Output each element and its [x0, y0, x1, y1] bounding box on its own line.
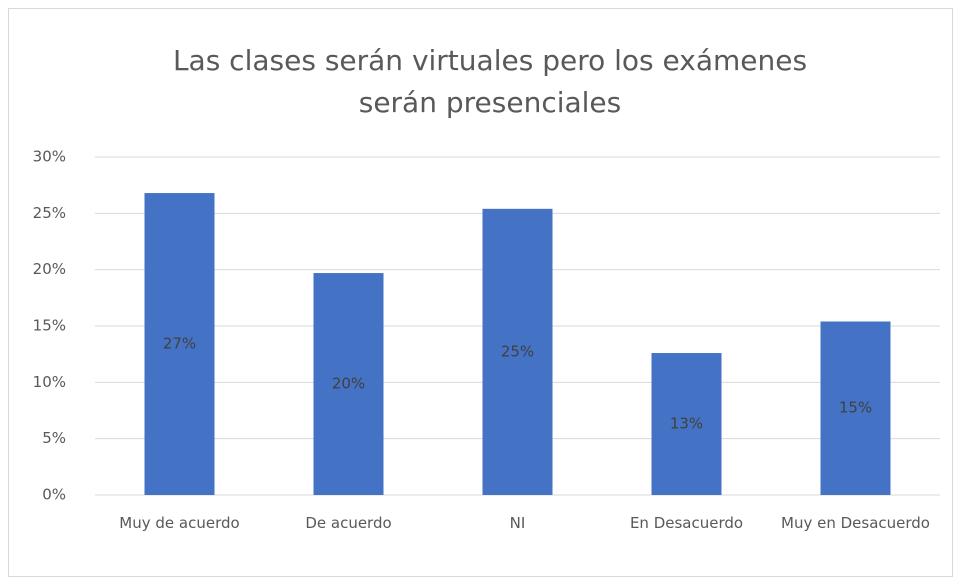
- bar: [313, 273, 384, 495]
- y-tick-label: 20%: [33, 260, 66, 278]
- chart-frame: [8, 8, 953, 577]
- y-tick-label: 0%: [42, 486, 66, 504]
- data-label: 25%: [501, 342, 534, 360]
- y-tick-label: 15%: [33, 317, 66, 335]
- x-tick-label: En Desacuerdo: [629, 514, 744, 532]
- x-tick-label: Muy en Desacuerdo: [781, 514, 930, 532]
- y-tick-label: 5%: [42, 429, 66, 447]
- chart-title: Las clases serán virtuales pero los exám…: [172, 44, 808, 119]
- bar: [820, 321, 891, 495]
- x-tick-label: NI: [509, 514, 526, 532]
- data-label: 27%: [163, 335, 196, 353]
- bar: [651, 353, 722, 495]
- y-tick-label: 25%: [33, 204, 66, 222]
- x-tick-label: De acuerdo: [305, 514, 392, 532]
- bar: [144, 193, 215, 495]
- y-tick-label: 10%: [33, 373, 66, 391]
- data-label: 20%: [332, 375, 365, 393]
- data-label: 15%: [839, 399, 872, 417]
- bar: [482, 208, 553, 495]
- y-tick-label: 30%: [33, 148, 66, 166]
- data-label: 13%: [670, 415, 703, 433]
- x-tick-label: Muy de acuerdo: [119, 514, 240, 532]
